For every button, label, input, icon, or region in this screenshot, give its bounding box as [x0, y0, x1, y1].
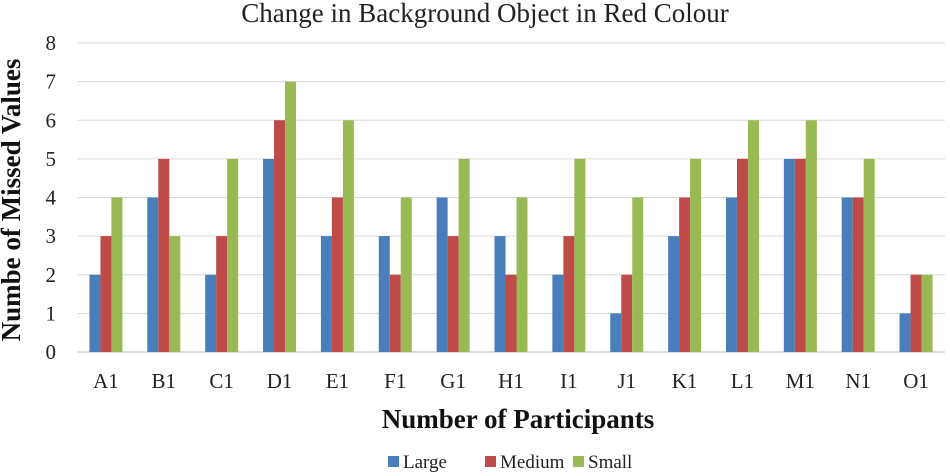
bar-large-g1: [436, 197, 448, 352]
bar-large-n1: [841, 197, 853, 352]
bar-medium-o1: [910, 274, 922, 352]
y-tick-label: 2: [46, 263, 57, 287]
y-tick-label: 1: [46, 301, 57, 325]
bar-small-h1: [516, 197, 528, 352]
x-tick-label: L1: [731, 369, 754, 393]
legend: Large Medium Small: [388, 452, 632, 473]
y-tick-label: 5: [46, 147, 57, 171]
x-axis-ticks: A1 B1 C1 D1 E1 F1 G1 H1 I1 J1 K1 L1 M1 N1 O1: [93, 369, 929, 393]
bar-large-m1: [783, 158, 795, 352]
bar-large-l1: [725, 197, 737, 352]
bar-small-a1: [111, 197, 123, 352]
bar-small-j1: [632, 197, 644, 352]
x-tick-label: H1: [498, 369, 524, 393]
bar-medium-c1: [216, 236, 228, 352]
bar-small-i1: [574, 158, 586, 352]
x-tick-label: I1: [560, 369, 578, 393]
x-tick-label: O1: [903, 369, 929, 393]
x-axis-title: Number of Participants: [382, 404, 654, 434]
x-tick-label: D1: [267, 369, 293, 393]
bar-large-h1: [494, 236, 506, 352]
bar-medium-j1: [621, 274, 633, 352]
bar-small-o1: [921, 274, 933, 352]
bar-small-e1: [342, 120, 354, 352]
bar-medium-i1: [563, 236, 575, 352]
x-tick-label: J1: [617, 369, 636, 393]
x-tick-label: C1: [209, 369, 234, 393]
legend-label-medium: Medium: [500, 452, 565, 473]
bar-large-k1: [668, 236, 680, 352]
bar-medium-h1: [505, 274, 517, 352]
bar-large-d1: [263, 158, 275, 352]
bar-large-b1: [147, 197, 159, 352]
bar-small-d1: [285, 81, 297, 352]
legend-swatch-medium: [485, 456, 496, 467]
bar-medium-m1: [794, 158, 806, 352]
bar-small-g1: [458, 158, 470, 352]
bar-large-o1: [899, 313, 911, 352]
bar-large-j1: [610, 313, 622, 352]
legend-label-large: Large: [403, 452, 447, 473]
y-axis-ticks: 0 1 2 3 4 5 6 7 8: [46, 31, 57, 364]
bar-medium-b1: [158, 158, 170, 352]
x-tick-label: F1: [384, 369, 406, 393]
legend-swatch-small: [573, 456, 584, 467]
x-tick-label: A1: [93, 369, 119, 393]
x-tick-label: E1: [326, 369, 349, 393]
bar-medium-e1: [331, 197, 343, 352]
y-tick-label: 7: [46, 70, 57, 94]
x-tick-label: K1: [672, 369, 698, 393]
x-tick-label: B1: [152, 369, 177, 393]
bar-small-l1: [747, 120, 759, 352]
bar-small-k1: [690, 158, 702, 352]
y-tick-label: 0: [46, 340, 57, 364]
bar-large-a1: [89, 274, 101, 352]
bar-small-b1: [169, 236, 181, 352]
bar-small-c1: [227, 158, 239, 352]
bar-medium-n1: [852, 197, 864, 352]
y-tick-label: 3: [46, 224, 57, 248]
bar-large-c1: [205, 274, 217, 352]
bar-large-i1: [552, 274, 564, 352]
bar-medium-d1: [274, 120, 286, 352]
bar-small-n1: [863, 158, 875, 352]
x-tick-label: G1: [440, 369, 466, 393]
y-tick-label: 6: [46, 108, 57, 132]
chart-title: Change in Background Object in Red Colou…: [241, 0, 728, 28]
x-tick-label: N1: [845, 369, 871, 393]
bar-medium-k1: [679, 197, 691, 352]
legend-label-small: Small: [588, 452, 632, 473]
y-axis-title: Numbe of Missed Values: [0, 59, 26, 342]
bar-small-m1: [805, 120, 817, 352]
legend-swatch-large: [388, 456, 399, 467]
x-tick-label: M1: [786, 369, 815, 393]
bar-medium-f1: [389, 274, 401, 352]
y-tick-label: 4: [46, 186, 57, 210]
bar-medium-a1: [100, 236, 112, 352]
bar-medium-g1: [447, 236, 459, 352]
bar-small-f1: [400, 197, 412, 352]
bar-large-e1: [320, 236, 332, 352]
bars: [89, 81, 933, 352]
bar-large-f1: [378, 236, 390, 352]
bar-medium-l1: [736, 158, 748, 352]
y-tick-label: 8: [46, 31, 57, 55]
